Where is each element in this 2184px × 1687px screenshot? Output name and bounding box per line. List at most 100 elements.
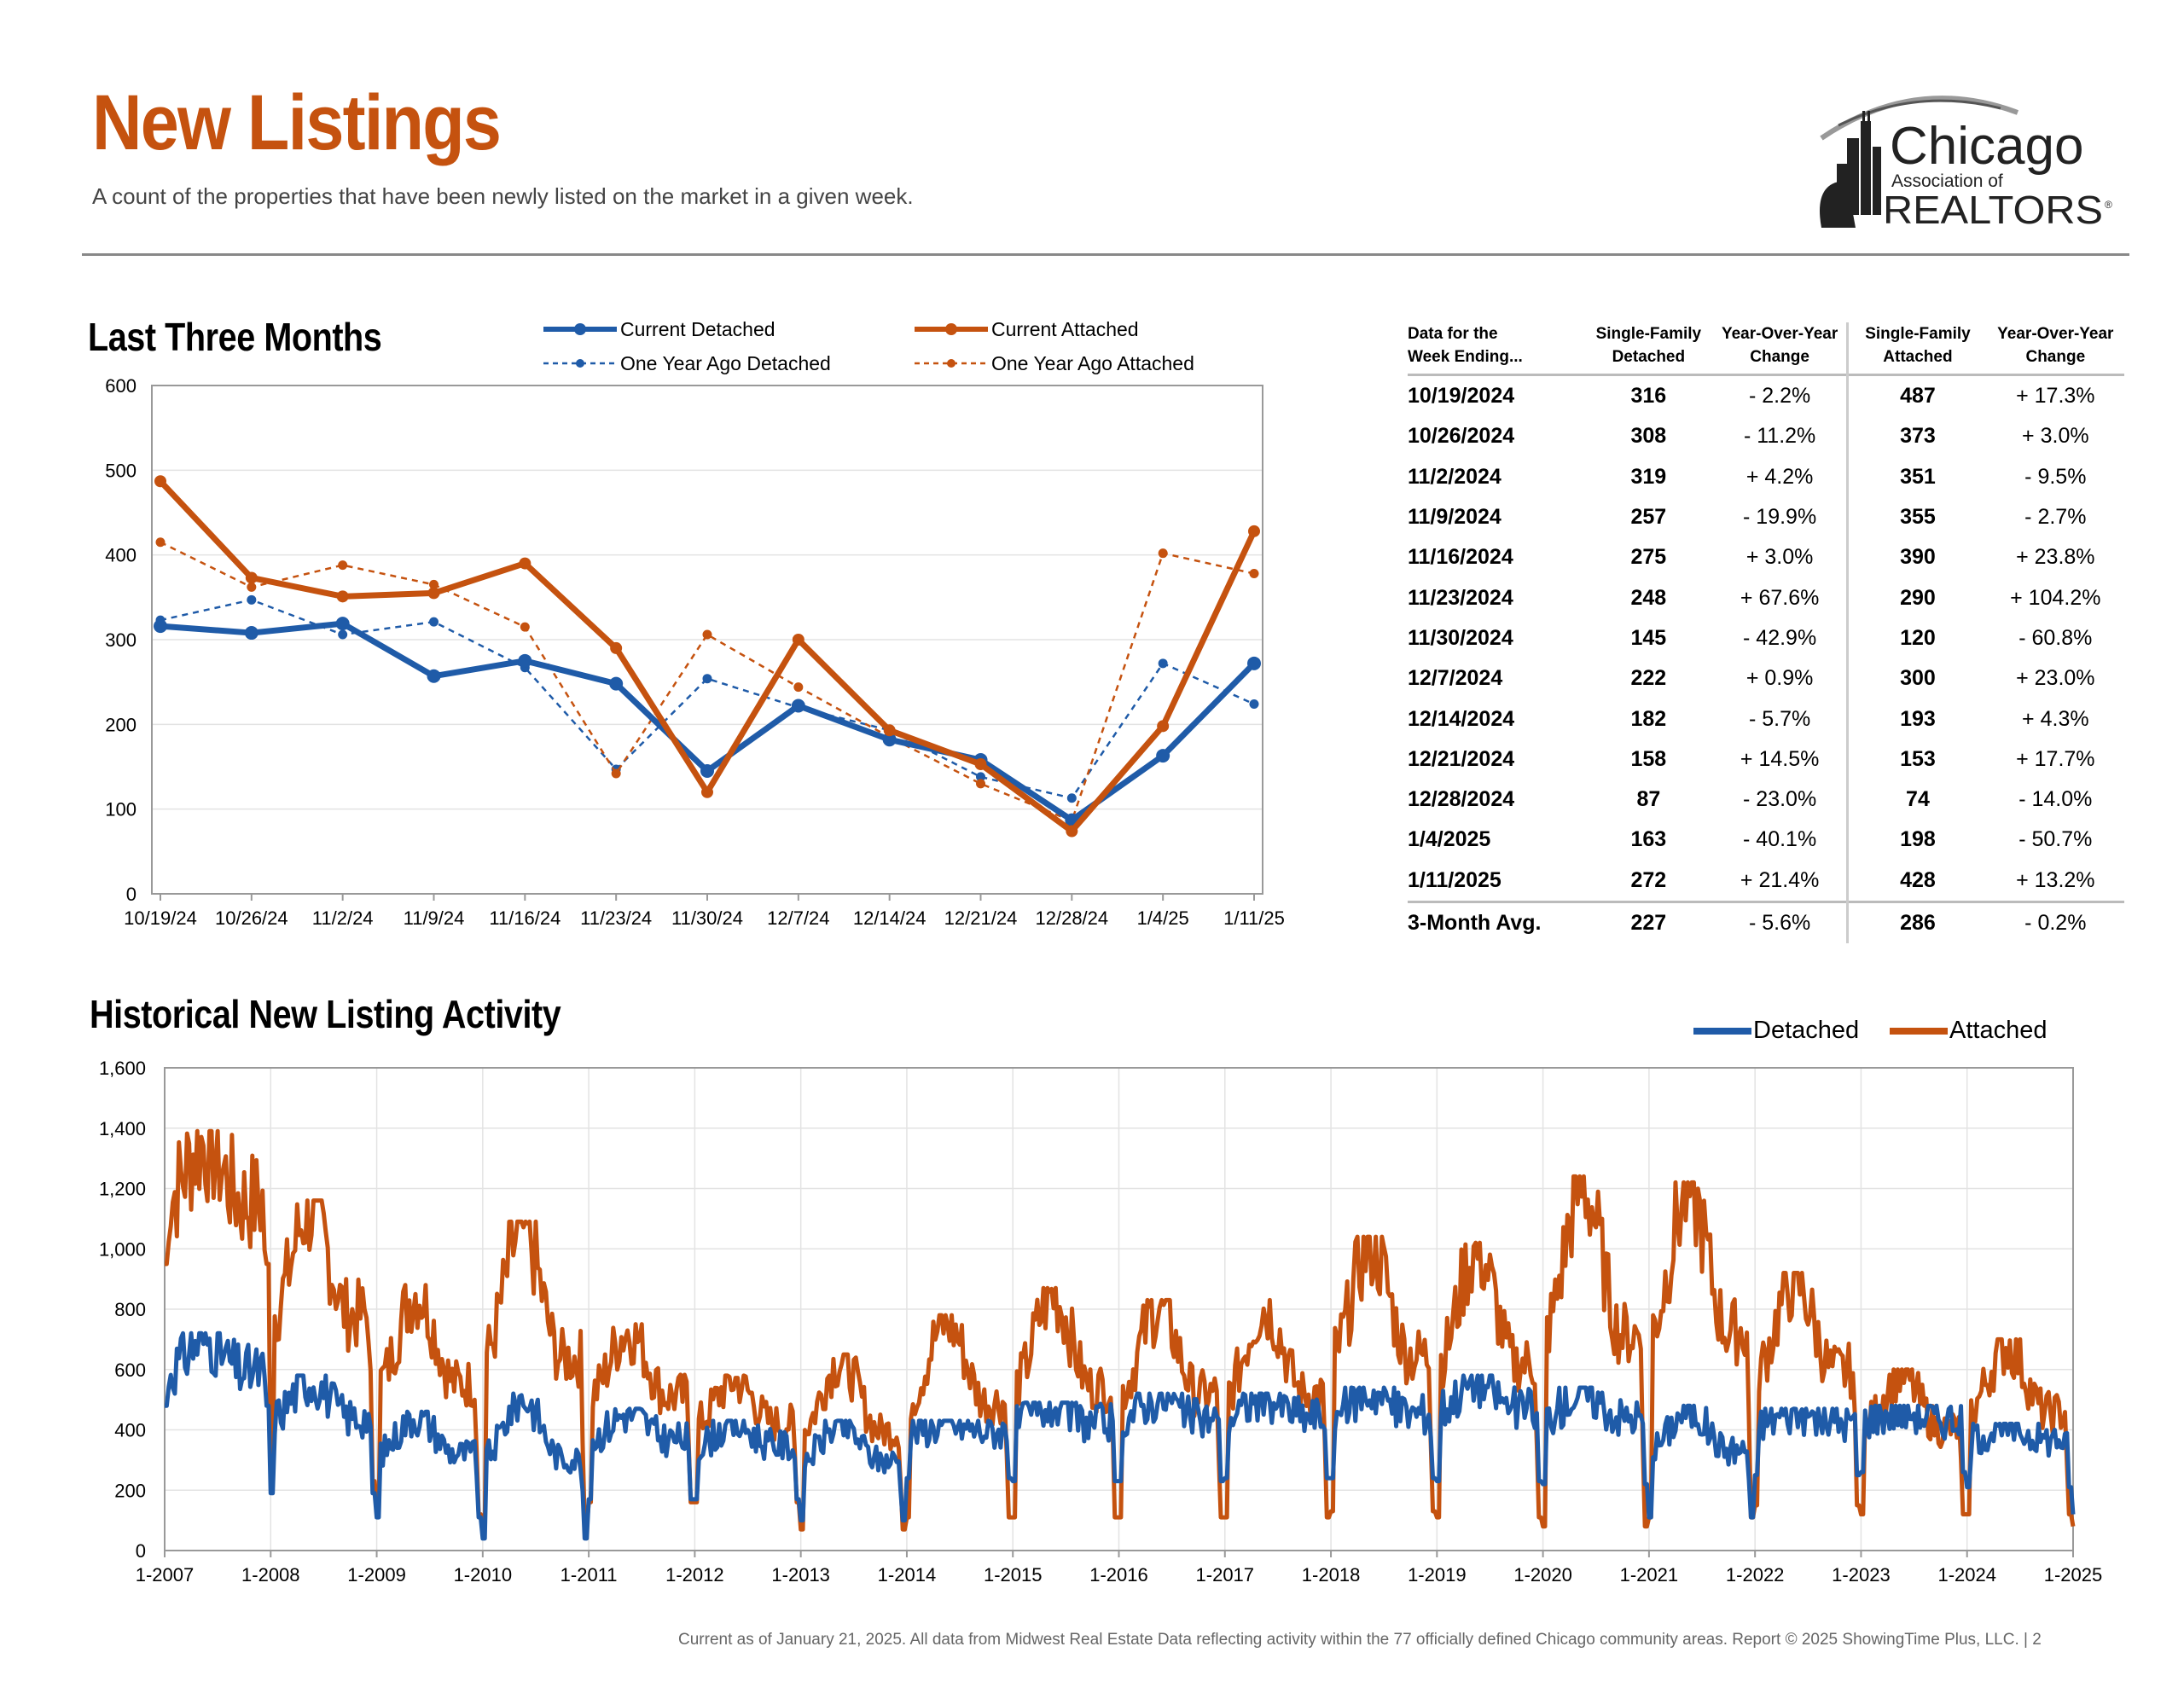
data-point-one-year-ago-detached (1249, 699, 1259, 709)
col-header-detached: Single-Family Detached (1595, 325, 1702, 366)
data-point-current-detached (335, 617, 350, 631)
table-cell: + 13.2% (2016, 867, 2095, 892)
x-tick-label: 1-2007 (136, 1564, 195, 1586)
table-row: 11/30/2024 145 - 42.9% 120 - 60.8% (1408, 617, 2124, 659)
y-tick-label: 600 (105, 375, 136, 397)
table-cell: - 5.6% (1748, 911, 1811, 935)
table-cell: 257 (1630, 505, 1667, 530)
table-cell: 12/7/2024 (1408, 666, 1503, 691)
table-cell: - 42.9% (1743, 625, 1817, 650)
table-cell: + 3.0% (1745, 545, 1814, 570)
table-cell: + 67.6% (1740, 585, 1820, 610)
x-tick-label: 1-2017 (1196, 1564, 1255, 1586)
table-cell: - 5.7% (1748, 706, 1811, 731)
table-cell: 487 (1846, 374, 1987, 417)
x-tick-label: 1-2015 (984, 1564, 1043, 1586)
table-row: 12/14/2024 182 - 5.7% 193 + 4.3% (1408, 699, 2124, 739)
y-tick-label: 200 (114, 1480, 146, 1501)
data-point-current-detached (700, 763, 714, 778)
data-point-one-year-ago-detached (702, 674, 712, 684)
y-tick-label: 1,600 (99, 1058, 146, 1079)
x-tick-label: 11/16/24 (489, 907, 561, 929)
data-point-current-detached (427, 669, 441, 683)
plot-frame (164, 1067, 2074, 1551)
y-tick-label: 400 (105, 545, 136, 566)
data-point-current-attached (974, 758, 987, 771)
y-tick-label: 1,200 (99, 1179, 146, 1200)
data-point-one-year-ago-detached (429, 617, 439, 627)
data-point-one-year-ago-detached (976, 772, 985, 782)
y-tick-label: 0 (126, 884, 136, 905)
x-tick-label: 11/30/24 (671, 907, 743, 929)
table-cell: 11/30/2024 (1408, 625, 1513, 650)
y-tick-label: 600 (114, 1359, 146, 1381)
footer-note: Current as of January 21, 2025. All data… (678, 1631, 2042, 1649)
table-row: 12/21/2024 158 + 14.5% 153 + 17.7% (1408, 739, 2124, 780)
table-cell: 3-Month Avg. (1408, 911, 1542, 935)
table-cell: 87 (1636, 787, 1661, 812)
data-point-current-detached (244, 626, 258, 641)
x-tick-label: 1/11/25 (1223, 907, 1285, 929)
x-tick-label: 11/2/24 (312, 907, 374, 929)
table-cell: + 4.3% (2022, 706, 2089, 731)
x-tick-label: 1-2011 (561, 1564, 618, 1586)
table-cell: - 2.7% (2024, 505, 2087, 530)
data-point-current-attached (154, 475, 166, 488)
table-cell: 272 (1630, 867, 1667, 892)
y-tick-label: 1,000 (99, 1238, 146, 1260)
series-line-current-attached (158, 478, 1258, 834)
y-tick-label: 100 (105, 799, 136, 820)
last-three-months-chart: 0 100 200 300 400 500 600 10/19/24 10/26/24 11/2/… (105, 375, 1285, 929)
table-row: 11/2/2024 319 + 4.2% 351 - 9.5% (1408, 456, 2124, 497)
data-point-one-year-ago-attached (520, 622, 530, 632)
table-row: 11/23/2024 248 + 67.6% 290 + 104.2% (1408, 577, 2124, 618)
data-point-current-detached (882, 733, 897, 747)
table-cell: + 17.7% (2016, 746, 2095, 771)
table-cell: + 21.4% (1740, 867, 1820, 892)
data-point-one-year-ago-attached (1158, 548, 1168, 559)
table-cell: - 2.2% (1748, 384, 1811, 409)
table-row: 11/9/2024 257 - 19.9% 355 - 2.7% (1408, 496, 2124, 538)
col-header-detached-yoy: Year-Over-Year Change (1721, 325, 1838, 366)
table-cell: - 40.1% (1743, 827, 1817, 852)
table-cell: 11/16/2024 (1408, 545, 1513, 570)
x-tick-label: 11/23/24 (580, 907, 652, 929)
data-point-one-year-ago-attached (976, 779, 985, 789)
data-point-current-attached (1157, 720, 1170, 733)
x-tick-label: 1-2025 (2044, 1564, 2103, 1586)
logo-line2: Association of (1891, 171, 2003, 191)
table-cell: 286 (1846, 901, 1987, 944)
data-point-one-year-ago-detached (247, 594, 257, 605)
table-cell: + 4.2% (1745, 464, 1814, 489)
x-tick-label: 11/9/24 (404, 907, 465, 929)
data-point-one-year-ago-attached (338, 560, 348, 571)
table-row: 12/7/2024 222 + 0.9% 300 + 23.0% (1408, 658, 2124, 699)
col-header-attached-yoy: Year-Over-Year Change (1997, 325, 2114, 366)
table-cell: + 23.8% (2016, 545, 2095, 570)
table-cell: 10/19/2024 (1408, 384, 1515, 409)
data-point-one-year-ago-detached (1158, 658, 1168, 669)
table-row: 11/16/2024 275 + 3.0% 390 + 23.8% (1408, 537, 2124, 578)
table-cell: 308 (1630, 424, 1667, 449)
data-point-current-attached (1248, 525, 1260, 537)
y-tick-label: 0 (136, 1540, 146, 1562)
table-row-average: 3-Month Avg. 227 - 5.6% 286 - 0.2% (1408, 901, 2124, 944)
y-tick-label: 300 (105, 629, 136, 651)
table-cell: 182 (1630, 706, 1667, 731)
chart1-plot: 0 100 200 300 400 500 600 10/19/24 10/26/24 11/2/… (105, 375, 1285, 929)
table-cell: 390 (1846, 537, 1987, 578)
table-cell: 74 (1846, 779, 1987, 820)
data-point-one-year-ago-attached (702, 629, 712, 640)
table-row: 1/4/2025 163 - 40.1% 198 - 50.7% (1408, 820, 2124, 861)
x-tick-label: 1-2018 (1302, 1564, 1361, 1586)
data-point-current-detached (154, 619, 167, 634)
data-point-one-year-ago-attached (793, 682, 804, 693)
table-cell: 11/2/2024 (1408, 464, 1502, 489)
table-cell: - 19.9% (1743, 505, 1817, 530)
table-cell: 12/21/2024 (1408, 746, 1515, 771)
table-cell: 373 (1846, 416, 1987, 457)
table-cell: - 50.7% (2018, 827, 2093, 852)
y-tick-label: 200 (105, 714, 136, 735)
x-tick-label: 12/21/24 (944, 907, 1018, 929)
table-cell: - 0.2% (2024, 911, 2087, 935)
